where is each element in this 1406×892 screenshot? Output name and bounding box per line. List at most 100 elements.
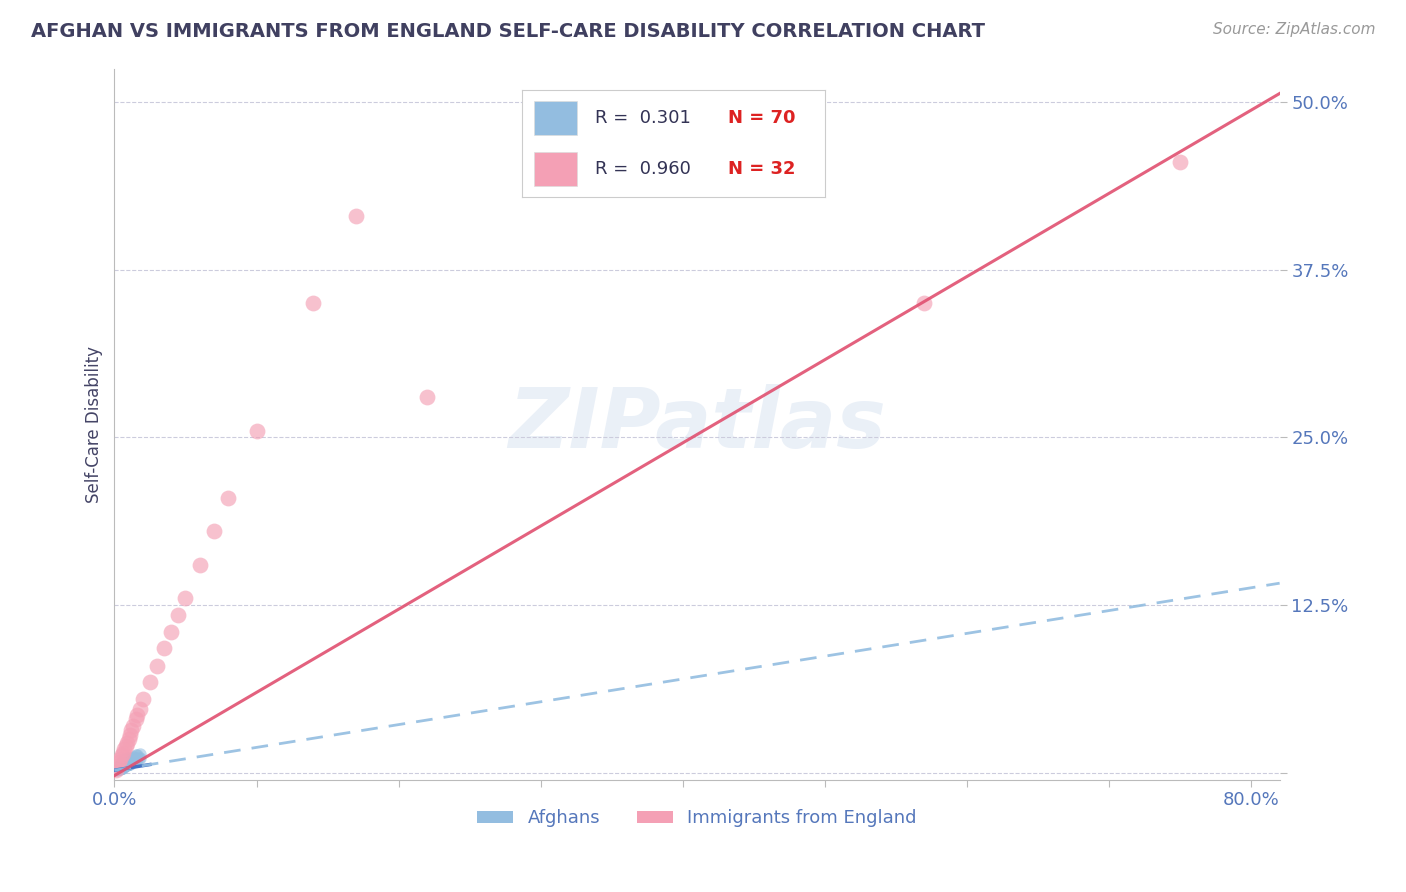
Point (344, 209, 367, 223)
Point (111, 759, 134, 773)
Point (121, 755, 143, 769)
Point (118, 728, 141, 742)
Point (153, 641, 176, 656)
Point (302, 296, 325, 310)
Point (108, 762, 131, 776)
Point (108, 760, 131, 774)
Point (117, 754, 139, 768)
Point (104, 763, 127, 777)
Point (111, 759, 134, 773)
Point (118, 756, 141, 771)
Point (112, 759, 135, 773)
Point (108, 752, 131, 766)
Y-axis label: Self-Care Disability: Self-Care Disability (86, 345, 103, 502)
Point (107, 762, 129, 776)
Point (105, 763, 128, 777)
Point (912, 296, 935, 310)
Point (112, 752, 135, 766)
Point (111, 759, 134, 773)
Point (110, 760, 132, 774)
Point (108, 760, 131, 774)
Point (1168, 155, 1191, 169)
Point (416, 390, 439, 404)
Point (122, 755, 145, 769)
Point (105, 760, 128, 774)
Point (110, 757, 132, 772)
Point (139, 674, 162, 689)
Point (115, 755, 138, 769)
Point (124, 754, 146, 768)
Point (111, 756, 134, 771)
Point (122, 719, 145, 733)
Point (117, 756, 139, 771)
Point (127, 752, 149, 766)
Point (114, 755, 136, 769)
Point (127, 748, 149, 763)
Point (111, 746, 134, 760)
Point (117, 756, 139, 771)
Point (160, 625, 183, 640)
Point (122, 749, 145, 764)
Point (114, 757, 136, 772)
Point (112, 759, 135, 773)
Point (112, 759, 135, 773)
Point (117, 732, 139, 747)
Point (110, 748, 132, 763)
Point (114, 739, 136, 753)
Point (105, 762, 128, 776)
Point (112, 756, 135, 771)
Point (104, 763, 127, 777)
Point (118, 755, 141, 769)
Point (118, 755, 141, 769)
Legend: Afghans, Immigrants from England: Afghans, Immigrants from England (470, 802, 924, 835)
Point (111, 760, 134, 774)
Point (127, 708, 149, 723)
Point (105, 759, 128, 773)
Point (114, 752, 136, 766)
Point (112, 741, 135, 756)
Point (202, 524, 225, 539)
Point (117, 755, 139, 769)
Point (111, 754, 134, 768)
Point (115, 736, 138, 750)
Point (115, 756, 138, 771)
Point (115, 756, 138, 771)
Point (112, 757, 135, 772)
Point (107, 762, 129, 776)
Point (217, 491, 239, 505)
Point (122, 754, 145, 768)
Point (129, 747, 152, 761)
Point (188, 558, 211, 572)
Point (110, 755, 132, 769)
Point (108, 762, 131, 776)
Point (121, 723, 143, 737)
Point (107, 759, 129, 773)
Point (115, 757, 138, 772)
Point (121, 751, 143, 765)
Point (245, 424, 267, 438)
Point (108, 757, 131, 772)
Point (117, 756, 139, 771)
Point (125, 712, 148, 726)
Point (128, 751, 150, 765)
Point (114, 757, 136, 772)
Point (107, 755, 129, 769)
Point (110, 759, 132, 773)
Point (125, 754, 148, 768)
Point (129, 751, 152, 765)
Point (112, 757, 135, 772)
Point (129, 701, 152, 715)
Point (124, 749, 146, 764)
Point (110, 760, 132, 774)
Point (121, 754, 143, 768)
Point (107, 762, 129, 776)
Point (118, 752, 141, 766)
Point (146, 658, 169, 673)
Point (115, 757, 138, 772)
Text: Source: ZipAtlas.com: Source: ZipAtlas.com (1212, 22, 1375, 37)
Point (114, 756, 136, 771)
Point (125, 748, 148, 763)
Point (115, 751, 138, 765)
Text: AFGHAN VS IMMIGRANTS FROM ENGLAND SELF-CARE DISABILITY CORRELATION CHART: AFGHAN VS IMMIGRANTS FROM ENGLAND SELF-C… (31, 22, 986, 41)
Point (132, 692, 155, 706)
